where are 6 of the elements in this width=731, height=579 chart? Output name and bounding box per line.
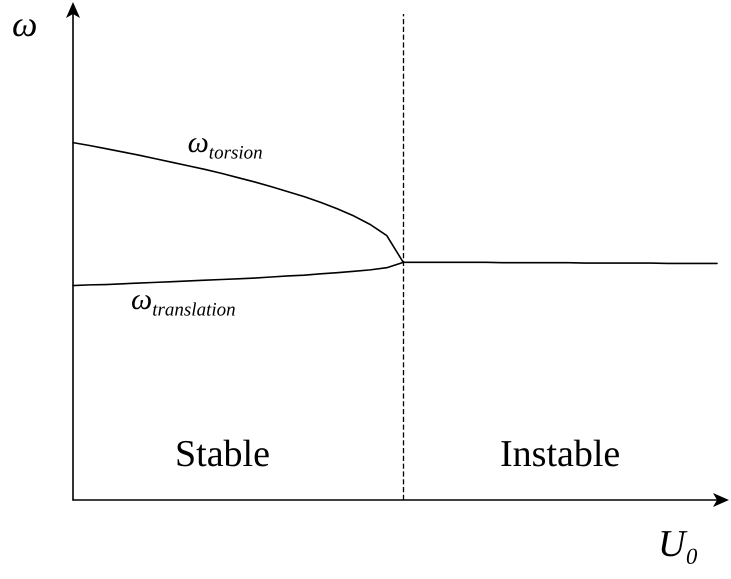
x-axis-title: U₀ [658,523,699,565]
series-label: ω$_{torsion}$ [188,126,263,164]
annotation: Stable [175,433,270,475]
y-axis-title: ω [12,4,38,44]
annotation: Instable [500,433,620,475]
series-label: ω$_{translation}$ [131,283,236,321]
